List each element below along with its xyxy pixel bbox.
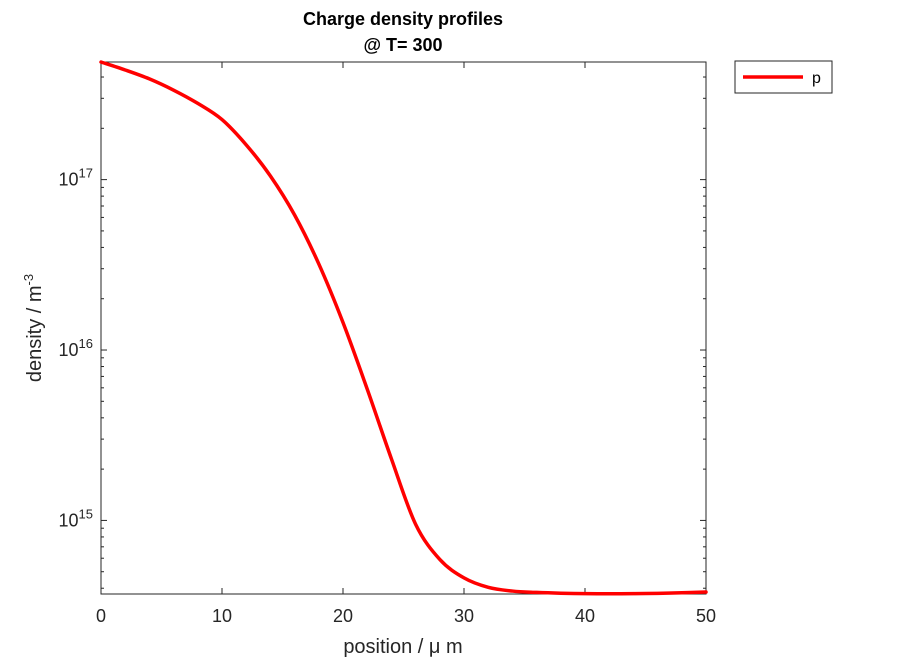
y-tick-label: 1015 [59, 506, 94, 530]
y-tick-label-exponent: 16 [79, 336, 93, 351]
legend-label-p: p [812, 70, 821, 87]
minor-ticks [101, 76, 706, 589]
x-tick-label: 10 [212, 606, 232, 626]
legend: p [734, 60, 833, 94]
x-tick-label: 30 [454, 606, 474, 626]
y-axis-label-exponent: -3 [21, 274, 36, 286]
y-axis-label-text: density / m [24, 285, 46, 382]
x-axis-ticks: 0 10 20 30 40 50 [96, 62, 716, 626]
y-tick-label-exponent: 15 [79, 506, 93, 521]
x-tick-label: 0 [96, 606, 106, 626]
x-axis-label: position / μ m [343, 636, 462, 658]
y-tick-label-base: 10 [59, 170, 79, 190]
y-tick-label-base: 10 [59, 510, 79, 530]
plot-area [100, 61, 707, 595]
y-tick-label: 1017 [59, 166, 94, 190]
y-tick-label: 1016 [59, 336, 94, 360]
series-line-p [99, 60, 708, 596]
chart-title-line-1: Charge density profiles [303, 9, 503, 29]
y-tick-label-exponent: 17 [79, 166, 93, 181]
y-axis-label: density / m-3 [21, 274, 46, 382]
x-tick-label: 20 [333, 606, 353, 626]
x-tick-label: 50 [696, 606, 716, 626]
x-tick-label: 40 [575, 606, 595, 626]
y-tick-label-base: 10 [59, 340, 79, 360]
chart-title-line-2: @ T= 300 [363, 35, 442, 55]
